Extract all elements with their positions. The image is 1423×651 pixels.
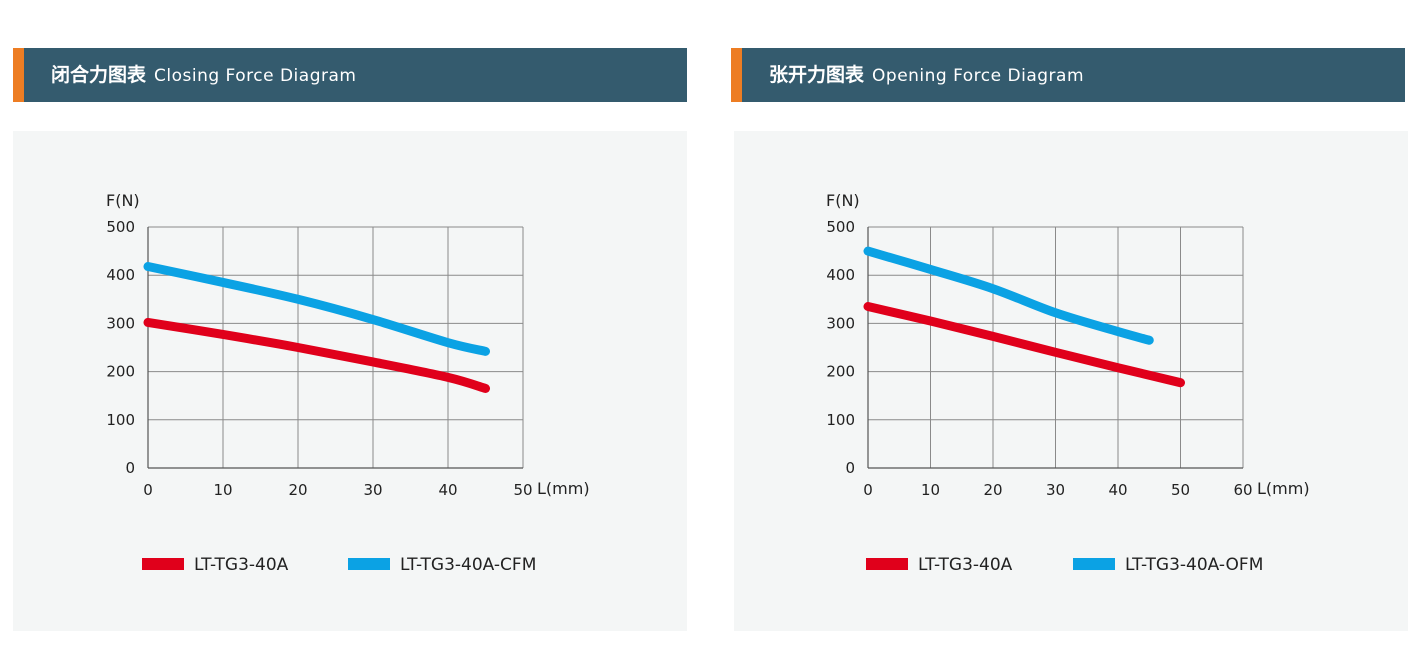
closing-force-chart: 0 100 200 300 400 500 0 10 20 30 40 50 F(N) L(mm) LT-T…	[106, 191, 590, 575]
series-line-1	[863, 302, 1185, 388]
x-tick-label: 10	[213, 481, 232, 499]
title-en: Closing Force Diagram	[154, 66, 357, 86]
y-tick-label: 100	[826, 411, 855, 429]
y-tick-label: 300	[106, 314, 135, 332]
x-tick-label: 0	[143, 481, 153, 499]
opening-header-bar: 张开力图表 Opening Force Diagram	[731, 48, 1405, 102]
x-axis-title: L(mm)	[1257, 479, 1310, 498]
header-accent	[731, 48, 742, 102]
x-tick-label: 60	[1233, 481, 1252, 499]
x-tick-label: 50	[513, 481, 532, 499]
y-tick-label: 200	[106, 363, 135, 381]
x-tick-label: 30	[363, 481, 382, 499]
title-cn: 张开力图表	[769, 64, 865, 86]
y-axis-title: F(N)	[106, 191, 140, 210]
opening-force-panel: 张开力图表 Opening Force Diagram 0 100 200 300 400…	[731, 0, 1408, 651]
closing-header-title: 闭合力图表 Closing Force Diagram	[51, 48, 356, 102]
x-tick-label: 50	[1171, 481, 1190, 499]
x-tick-label: 20	[983, 481, 1002, 499]
legend-label-1: LT-TG3-40A	[194, 555, 289, 575]
series-line-2	[143, 262, 490, 356]
y-tick-label: 400	[106, 266, 135, 284]
y-tick-label: 300	[826, 314, 855, 332]
series-line-2	[863, 246, 1154, 345]
y-tick-label: 0	[845, 459, 855, 477]
legend-swatch-2	[1073, 558, 1115, 570]
closing-force-panel: 闭合力图表 Closing Force Diagram 0 100 200 300 400…	[13, 0, 687, 651]
x-tick-label: 40	[438, 481, 457, 499]
closing-chart-area: 0 100 200 300 400 500 0 10 20 30 40 50 F(N) L(mm) LT-T…	[13, 131, 687, 631]
opening-chart-area: 0 100 200 300 400 500 0 10 20 30 40 50 60 F(N) L(mm) LT…	[734, 131, 1408, 631]
y-tick-label: 500	[826, 218, 855, 236]
legend-swatch-1	[866, 558, 908, 570]
y-tick-label: 100	[106, 411, 135, 429]
x-tick-label: 0	[863, 481, 873, 499]
legend-label-2: LT-TG3-40A-OFM	[1125, 555, 1263, 575]
legend-label-1: LT-TG3-40A	[918, 555, 1013, 575]
legend-swatch-1	[142, 558, 184, 570]
legend-label-2: LT-TG3-40A-CFM	[400, 555, 536, 575]
x-tick-label: 40	[1108, 481, 1127, 499]
series-line-1	[143, 317, 490, 393]
header-accent	[13, 48, 24, 102]
opening-force-chart: 0 100 200 300 400 500 0 10 20 30 40 50 60 F(N) L(mm) LT…	[826, 191, 1310, 575]
x-tick-label: 10	[921, 481, 940, 499]
y-tick-label: 0	[125, 459, 135, 477]
x-tick-label: 30	[1046, 481, 1065, 499]
y-tick-label: 200	[826, 363, 855, 381]
closing-header-bar: 闭合力图表 Closing Force Diagram	[13, 48, 687, 102]
title-en: Opening Force Diagram	[872, 66, 1085, 86]
y-axis-title: F(N)	[826, 191, 860, 210]
opening-header-title: 张开力图表 Opening Force Diagram	[769, 48, 1084, 102]
legend-swatch-2	[348, 558, 390, 570]
grid	[147, 226, 524, 469]
y-tick-label: 400	[826, 266, 855, 284]
x-axis-title: L(mm)	[537, 479, 590, 498]
y-tick-label: 500	[106, 218, 135, 236]
x-tick-label: 20	[288, 481, 307, 499]
title-cn: 闭合力图表	[51, 64, 147, 86]
